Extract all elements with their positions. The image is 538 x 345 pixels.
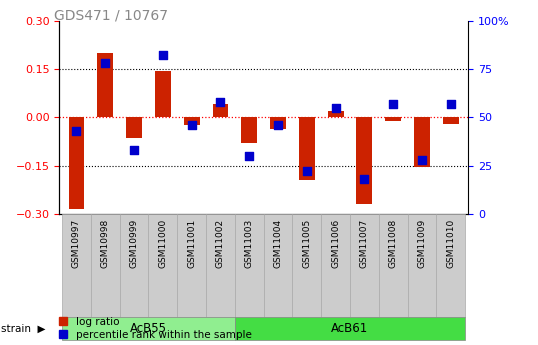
Text: GSM11007: GSM11007: [360, 219, 369, 268]
Bar: [155, 71, 171, 117]
Text: GSM10999: GSM10999: [130, 219, 139, 268]
Bar: [385, 117, 401, 120]
Text: GSM11006: GSM11006: [331, 219, 340, 268]
Bar: [328, 111, 344, 117]
Legend: log ratio, percentile rank within the sample: log ratio, percentile rank within the sa…: [59, 317, 252, 340]
Bar: [321, 214, 350, 317]
Point: [331, 105, 340, 110]
Bar: [68, 117, 84, 209]
Bar: [62, 214, 91, 317]
Text: GSM11005: GSM11005: [302, 219, 312, 268]
Point: [447, 101, 455, 107]
Point: [101, 60, 110, 66]
Bar: [443, 117, 459, 124]
Bar: [119, 214, 148, 317]
Bar: [206, 214, 235, 317]
Text: GSM11000: GSM11000: [158, 219, 167, 268]
Text: GSM11001: GSM11001: [187, 219, 196, 268]
Bar: [350, 214, 379, 317]
Bar: [357, 117, 372, 204]
Bar: [91, 214, 119, 317]
Bar: [293, 214, 321, 317]
Point: [302, 169, 311, 174]
Text: GSM11010: GSM11010: [447, 219, 455, 268]
Bar: [97, 53, 113, 117]
Bar: [408, 214, 436, 317]
Bar: [177, 214, 206, 317]
Bar: [213, 105, 228, 117]
Bar: [235, 214, 264, 317]
Point: [216, 99, 225, 105]
Bar: [299, 117, 315, 180]
Bar: [62, 317, 235, 340]
Bar: [183, 117, 200, 125]
Bar: [126, 117, 142, 138]
Point: [245, 153, 253, 159]
Point: [389, 101, 398, 107]
Bar: [264, 214, 293, 317]
Text: GDS471 / 10767: GDS471 / 10767: [54, 9, 168, 23]
Point: [72, 128, 81, 134]
Point: [159, 53, 167, 58]
Point: [360, 176, 369, 182]
Bar: [379, 214, 408, 317]
Point: [187, 122, 196, 128]
Bar: [235, 317, 465, 340]
Text: GSM11008: GSM11008: [388, 219, 398, 268]
Text: GSM10998: GSM10998: [101, 219, 110, 268]
Bar: [148, 214, 177, 317]
Text: GSM11009: GSM11009: [417, 219, 427, 268]
Text: GSM11003: GSM11003: [245, 219, 254, 268]
Point: [130, 147, 138, 153]
Bar: [414, 117, 430, 167]
Text: GSM11004: GSM11004: [273, 219, 282, 268]
Point: [274, 122, 282, 128]
Point: [417, 157, 426, 162]
Bar: [242, 117, 257, 143]
Text: AcB61: AcB61: [331, 322, 369, 335]
Text: GSM11002: GSM11002: [216, 219, 225, 268]
Bar: [436, 214, 465, 317]
Text: strain  ▶: strain ▶: [1, 324, 45, 334]
Bar: [270, 117, 286, 129]
Text: AcB55: AcB55: [130, 322, 167, 335]
Text: GSM10997: GSM10997: [72, 219, 81, 268]
